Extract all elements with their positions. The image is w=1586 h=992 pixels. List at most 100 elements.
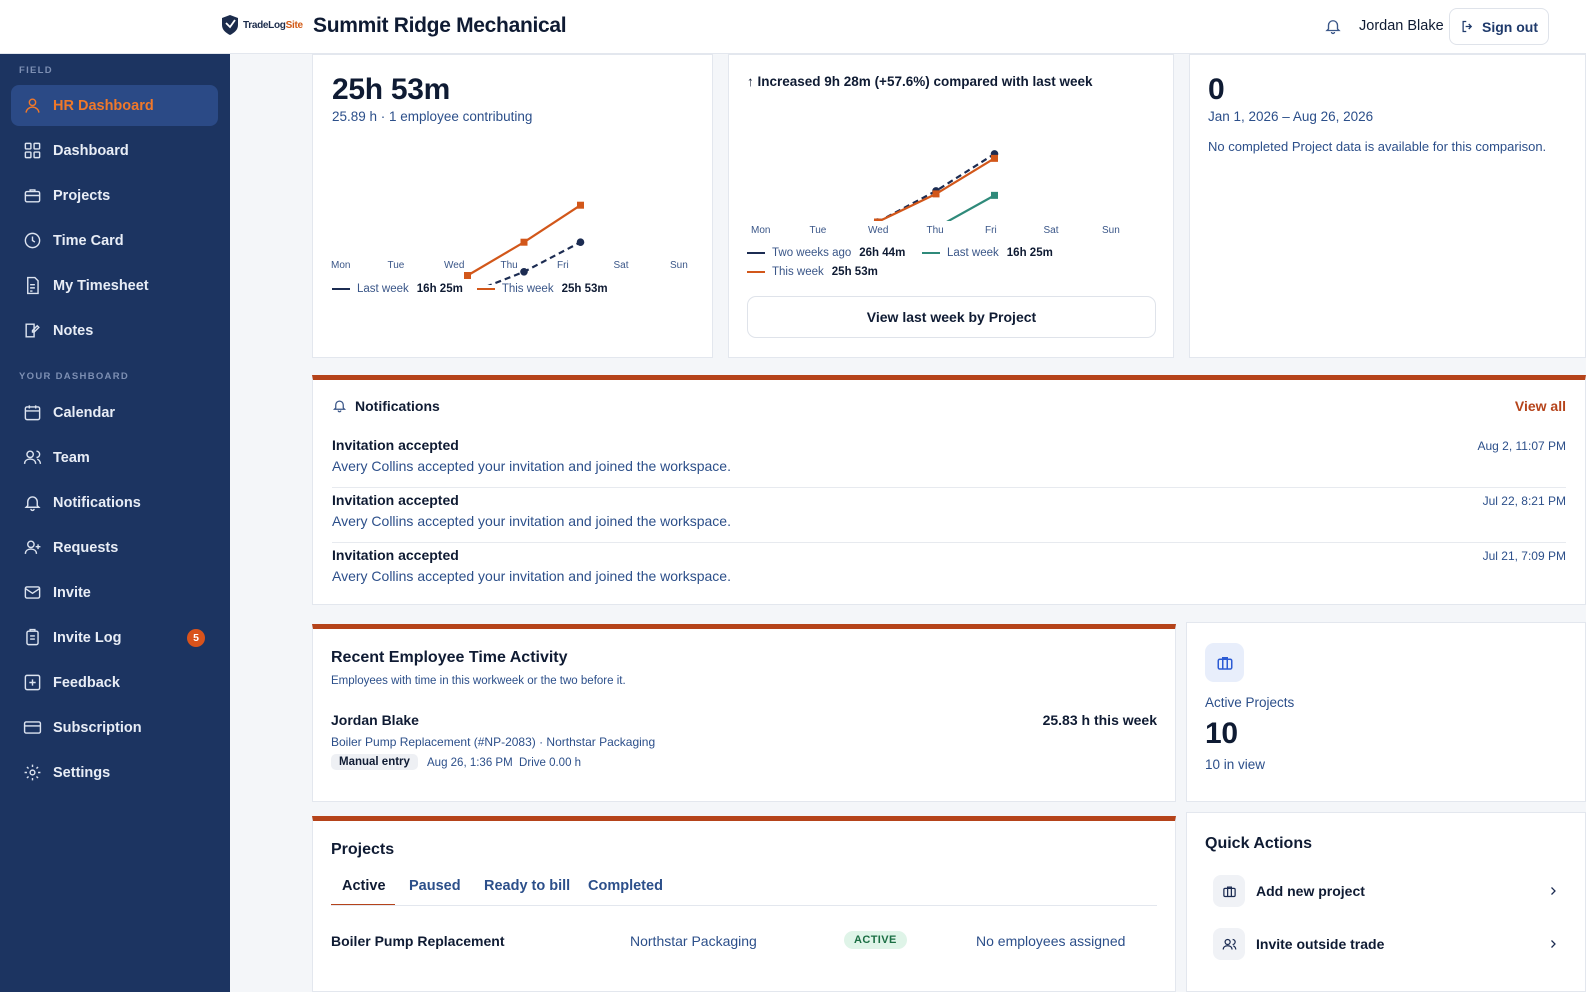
tab-paused[interactable]: Paused <box>409 878 461 894</box>
calendar-icon <box>24 405 41 421</box>
notifications-title: Notifications <box>355 398 440 414</box>
feedback-icon <box>24 674 41 691</box>
sidebar-item-time-card[interactable]: Time Card <box>11 220 218 261</box>
sidebar-item-label: Team <box>53 449 90 466</box>
sidebar-item-feedback[interactable]: Feedback <box>11 662 218 703</box>
day-label: Mon <box>331 260 351 271</box>
day-label: Sun <box>670 260 688 271</box>
sidebar-item-label: My Timesheet <box>53 277 149 294</box>
notification-desc: Avery Collins accepted your invitation a… <box>332 458 731 474</box>
data-point <box>576 238 585 246</box>
logo-text: TradeLogSite <box>243 19 303 31</box>
notification-title: Invitation accepted <box>332 492 459 508</box>
day-label: Sat <box>613 260 629 271</box>
projects-title: Projects <box>331 841 395 858</box>
project-client: Northstar Packaging <box>630 933 757 949</box>
sidebar-item-requests[interactable]: Requests <box>11 527 218 568</box>
comparison-headline: ↑ Increased 9h 28m (+57.6%) compared wit… <box>747 74 1093 89</box>
bell-icon[interactable] <box>1324 17 1342 35</box>
invite-outside-trade-action[interactable]: Invite outside trade <box>1213 924 1559 964</box>
sidebar-item-invite[interactable]: Invite <box>11 572 218 613</box>
day-label: Sat <box>1043 225 1059 236</box>
clock-icon <box>24 232 41 249</box>
projects-panel: Projects Active Paused Ready to bill Com… <box>312 816 1176 992</box>
sidebar-item-notes[interactable]: Notes <box>11 310 218 351</box>
bell-icon <box>24 496 41 512</box>
section-label-dashboard: YOUR DASHBOARD <box>19 371 130 382</box>
grid-icon <box>24 142 41 159</box>
legend-swatch <box>922 252 940 254</box>
sidebar-item-hr-dashboard[interactable]: HR Dashboard <box>11 85 218 126</box>
day-label: Thu <box>926 225 944 236</box>
sidebar-item-label: Invite <box>53 584 91 601</box>
view-last-week-button[interactable]: View last week by Project <box>747 296 1156 338</box>
notification-desc: Avery Collins accepted your invitation a… <box>332 513 731 529</box>
employee-hours: 25.83 h this week <box>1042 712 1157 728</box>
card-icon <box>23 721 42 734</box>
legend-entry: Two weeks ago 26h 44m <box>747 247 919 259</box>
company-name: Summit Ridge Mechanical <box>313 14 567 37</box>
quick-actions-card: Quick Actions Add new project Invite out… <box>1186 812 1586 992</box>
empty-note: No completed Project data is available f… <box>1208 139 1547 154</box>
sidebar-item-label: Feedback <box>53 674 120 691</box>
day-label: Sun <box>1102 225 1120 236</box>
sidebar-item-projects[interactable]: Projects <box>11 175 218 216</box>
sign-out-button[interactable]: Sign out <box>1449 8 1549 45</box>
chevron-right-icon <box>1551 887 1556 895</box>
sidebar-item-subscription[interactable]: Subscription <box>11 707 218 748</box>
count-badge: 5 <box>187 628 205 647</box>
sidebar-item-label: Requests <box>53 539 119 556</box>
sidebar-item-invite-log[interactable]: Invite Log 5 <box>11 617 218 658</box>
data-point <box>520 238 528 246</box>
tab-completed[interactable]: Completed <box>588 878 663 894</box>
data-point <box>991 191 998 199</box>
day-label: Tue <box>387 260 405 271</box>
sidebar-item-label: Dashboard <box>53 142 129 159</box>
notes-icon <box>25 323 40 338</box>
active-projects-sub: 10 in view <box>1205 757 1266 772</box>
data-point <box>991 154 998 162</box>
sidebar-item-label: Calendar <box>53 404 116 421</box>
sidebar-item-notifications[interactable]: Notifications <box>11 482 218 523</box>
clipboard-icon <box>26 628 39 646</box>
project-name[interactable]: Boiler Pump Replacement <box>331 933 505 949</box>
sidebar-item-dashboard[interactable]: Dashboard <box>11 130 218 171</box>
sidebar-item-label: Notifications <box>53 494 141 511</box>
legend-entry: Last week 16h 25m <box>922 247 1067 259</box>
view-all-link[interactable]: View all <box>1514 398 1566 414</box>
user-plus-icon <box>24 540 41 554</box>
notification-item[interactable]: Invitation accepted Avery Collins accepte… <box>332 488 1566 543</box>
briefcase-icon <box>24 189 41 203</box>
notification-item[interactable]: Invitation accepted Avery Collins accepte… <box>332 543 1566 598</box>
status-badge: ACTIVE <box>844 931 907 949</box>
tabs-divider <box>331 905 1157 906</box>
day-label: Wed <box>868 225 889 236</box>
gear-icon <box>24 764 41 781</box>
sidebar: FIELD HR Dashboard Dashboard Projects Time … <box>0 54 230 992</box>
legend-entry: This week 25h 53m <box>747 266 892 278</box>
data-point <box>464 272 471 279</box>
add-new-project-action[interactable]: Add new project <box>1213 871 1559 911</box>
day-label: Mon <box>751 225 771 236</box>
tab-ready-to-bill[interactable]: Ready to bill <box>484 878 571 894</box>
sidebar-item-label: Invite Log <box>53 629 122 646</box>
sign-out-icon <box>1462 20 1473 33</box>
legend-swatch <box>332 288 350 290</box>
briefcase-icon <box>1213 875 1245 907</box>
notification-item[interactable]: Invitation accepted Avery Collins accepte… <box>332 433 1566 488</box>
chevron-right-icon <box>1551 940 1556 948</box>
data-point <box>520 268 528 276</box>
completed-value: 0 <box>1208 73 1225 106</box>
activity-subtitle: Employees with time in this workweek or … <box>331 675 626 687</box>
sidebar-item-settings[interactable]: Settings <box>11 752 218 793</box>
sidebar-item-calendar[interactable]: Calendar <box>11 392 218 433</box>
tab-active[interactable]: Active <box>342 878 386 894</box>
day-label: Fri <box>985 225 997 236</box>
employee-name[interactable]: Jordan Blake <box>331 712 419 728</box>
app-logo[interactable]: TradeLogSite <box>222 15 303 35</box>
weekly-comparison-card: ↑ Increased 9h 28m (+57.6%) compared wit… <box>728 54 1174 358</box>
sidebar-item-my-timesheet[interactable]: My Timesheet <box>11 265 218 306</box>
notification-time: Jul 21, 7:09 PM <box>1482 549 1566 563</box>
user-name[interactable]: Jordan Blake <box>1359 18 1444 34</box>
sidebar-item-team[interactable]: Team <box>11 437 218 478</box>
